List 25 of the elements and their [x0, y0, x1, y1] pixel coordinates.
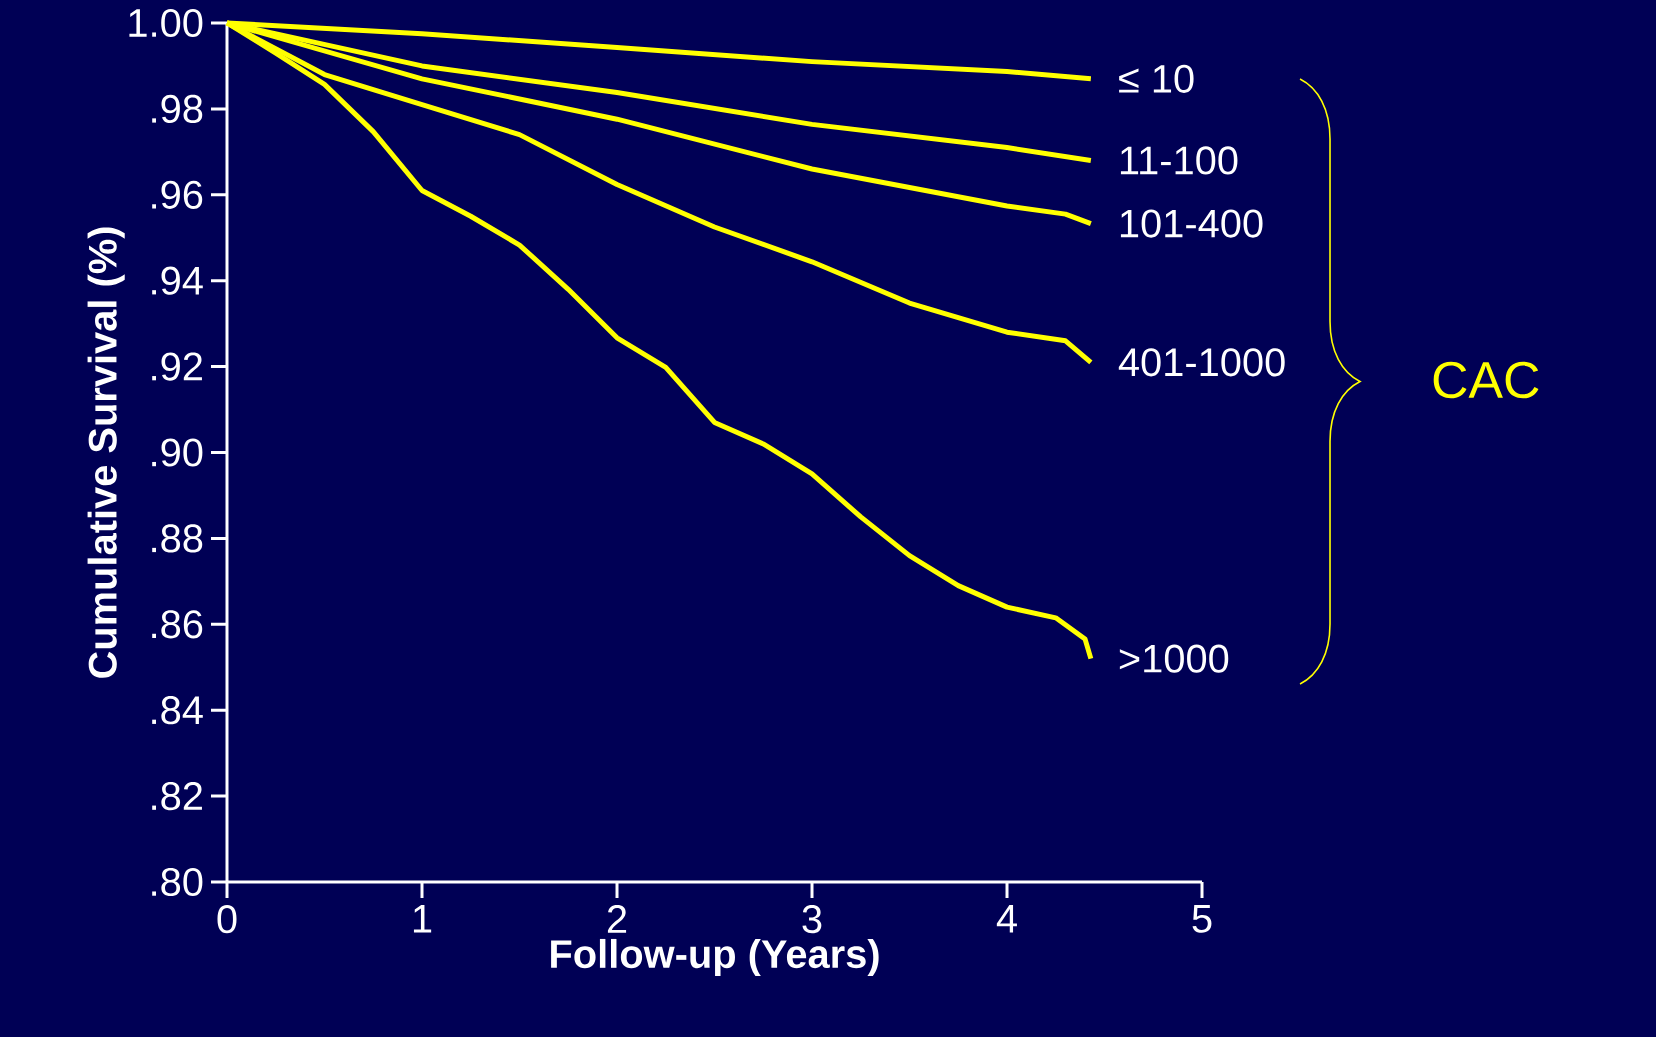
y-tick-label: 1.00 — [129, 8, 203, 38]
x-tick-label: 0 — [217, 905, 237, 934]
x-tick-label: 1 — [413, 905, 432, 933]
y-tick-label: .84 — [152, 696, 203, 725]
y-tick-label: .92 — [152, 352, 202, 381]
x-axis-title: Follow-up (Years) — [551, 938, 879, 977]
x-tick-label: 4 — [996, 905, 1017, 933]
y-tick-label: .96 — [152, 180, 203, 209]
x-tick-label: 2 — [607, 905, 627, 933]
y-tick-label: .90 — [152, 438, 203, 467]
series-label: >1000 — [1119, 644, 1229, 673]
y-tick-label: .82 — [152, 782, 202, 811]
y-tick-label: .86 — [152, 610, 203, 639]
y-axis-title: Cumulative Survival (%) — [87, 227, 125, 678]
y-tick-label: .88 — [152, 524, 203, 553]
series-label: 101-400 — [1120, 209, 1263, 238]
y-tick-label: .98 — [152, 94, 203, 123]
series-label: 11-100 — [1120, 146, 1238, 175]
series-label: ≤ 10 — [1119, 64, 1194, 93]
x-tick-label: 5 — [1192, 905, 1212, 933]
x-tick-label: 3 — [802, 905, 822, 934]
series-label: 401-1000 — [1118, 348, 1285, 377]
y-tick-label: .80 — [152, 867, 203, 897]
y-tick-label: .94 — [152, 266, 203, 295]
legend-title: CAC — [1433, 361, 1539, 399]
